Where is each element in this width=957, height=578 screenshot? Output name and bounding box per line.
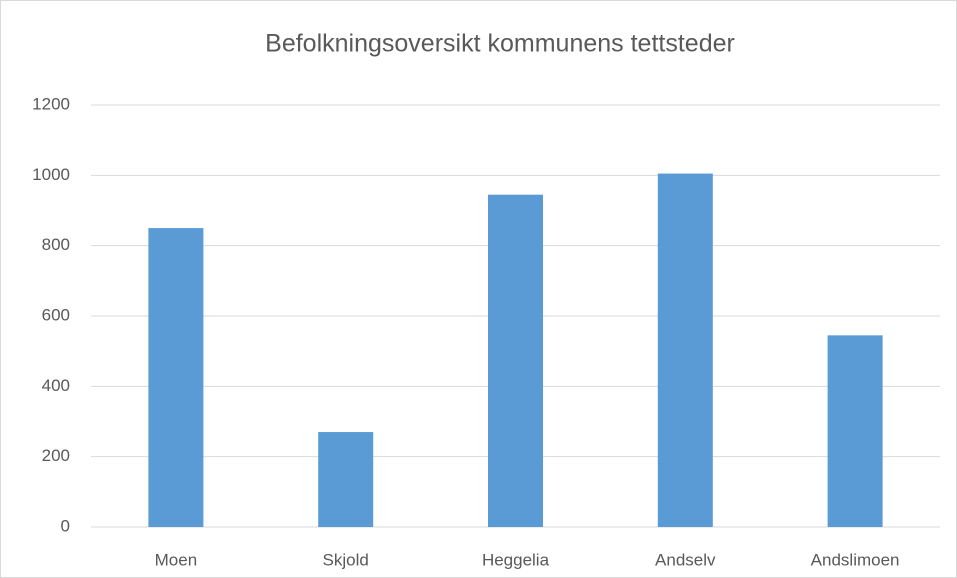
y-tick-label: 200	[42, 446, 70, 465]
bar	[318, 432, 374, 527]
y-tick-label: 400	[42, 376, 70, 395]
y-tick-label: 1000	[32, 165, 70, 184]
x-tick-label: Skjold	[323, 550, 369, 569]
x-tick-label: Moen	[155, 550, 198, 569]
y-tick-label: 1200	[32, 94, 70, 113]
bar	[827, 335, 883, 527]
bar	[148, 228, 204, 528]
bar	[657, 173, 713, 527]
x-tick-label: Andslimoen	[811, 550, 900, 569]
y-tick-label: 0	[61, 516, 70, 535]
chart-title: Befolkningsoversikt kommunens tettsteder	[265, 30, 735, 58]
y-tick-label: 600	[42, 305, 70, 324]
x-tick-label: Andselv	[655, 550, 716, 569]
x-tick-label: Heggelia	[482, 550, 550, 569]
bar	[488, 194, 543, 528]
y-tick-label: 800	[42, 235, 70, 254]
